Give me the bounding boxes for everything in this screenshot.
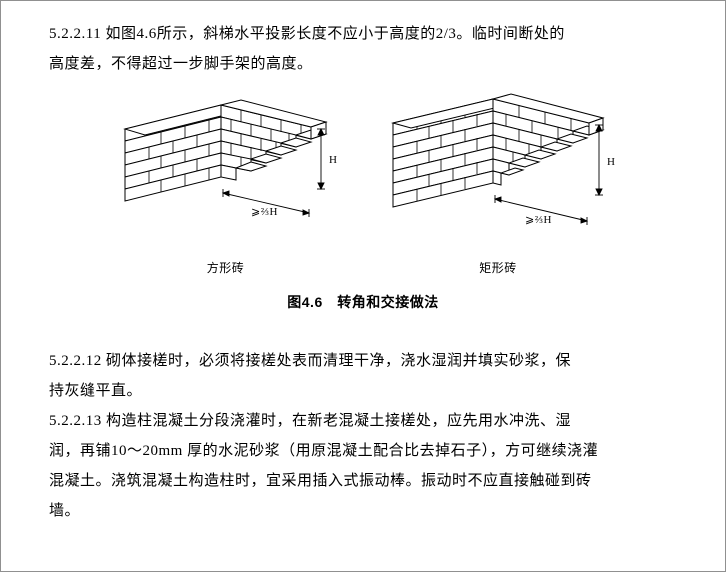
corner-joint-rect-bricks: H ⩾⅔H <box>381 93 616 243</box>
para-5-2-2-11-line2: 高度差，不得超过一步脚手架的高度。 <box>49 49 677 79</box>
dim-b-label: ⩾⅔H <box>251 206 278 218</box>
figure-right-caption: 矩形砖 <box>381 256 616 280</box>
dim-h-label: H <box>329 154 337 166</box>
dim-b-label-r: ⩾⅔H <box>525 214 552 226</box>
para-5-2-2-13-line4: 墙。 <box>49 496 677 526</box>
para-5-2-2-12-line1: 5.2.2.12 砌体接槎时，必须将接槎处表而清理干净，浇水湿润并填实砂浆，保 <box>49 346 677 376</box>
para-5-2-2-13-line2: 润，再铺10～20mm 厚的水泥砂浆（用原混凝土配合比去掉石子），方可继续浇灌 <box>49 436 677 466</box>
figure-caption: 图4.6 转角和交接做法 <box>49 288 677 316</box>
para-5-2-2-11-line1: 5.2.2.11 如图4.6所示，斜梯水平投影长度不应小于高度的2/3。临时间断… <box>49 19 677 49</box>
corner-joint-square-bricks: H ⩾⅔H <box>111 93 341 243</box>
figure-left-caption: 方形砖 <box>111 256 341 280</box>
para-5-2-2-13-line3: 混凝土。浇筑混凝土构造柱时，宜采用插入式振动棒。振动时不应直接触碰到砖 <box>49 466 677 496</box>
para-5-2-2-12-line2: 持灰缝平直。 <box>49 376 677 406</box>
figure-4-6: H ⩾⅔H 方形砖 <box>49 93 677 280</box>
para-5-2-2-13-line1: 5.2.2.13 构造柱混凝土分段浇灌时，在新老混凝土接槎处，应先用水冲洗、湿 <box>49 406 677 436</box>
page: 5.2.2.11 如图4.6所示，斜梯水平投影长度不应小于高度的2/3。临时间断… <box>0 0 726 572</box>
figure-right: H ⩾⅔H 矩形砖 <box>381 93 616 280</box>
figure-left: H ⩾⅔H 方形砖 <box>111 93 341 280</box>
dim-h-label-r: H <box>607 156 615 168</box>
